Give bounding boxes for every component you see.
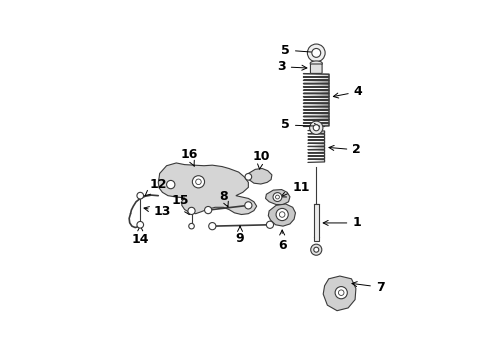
Circle shape (193, 176, 204, 188)
Circle shape (312, 49, 320, 57)
Circle shape (196, 179, 201, 185)
Circle shape (276, 208, 288, 221)
Text: 8: 8 (219, 190, 228, 207)
Text: 5: 5 (281, 44, 319, 57)
Circle shape (279, 212, 285, 217)
Circle shape (313, 125, 319, 131)
Circle shape (267, 221, 273, 228)
Circle shape (307, 44, 325, 62)
Circle shape (245, 174, 252, 180)
Circle shape (339, 290, 344, 296)
Circle shape (204, 207, 212, 214)
FancyBboxPatch shape (311, 64, 322, 73)
Text: 12: 12 (145, 178, 167, 196)
Circle shape (188, 207, 195, 215)
Text: 3: 3 (277, 60, 307, 73)
Polygon shape (269, 204, 295, 226)
Text: 9: 9 (236, 226, 245, 245)
Text: 4: 4 (333, 85, 363, 98)
Circle shape (310, 121, 323, 134)
Text: 7: 7 (352, 281, 385, 294)
Text: 15: 15 (172, 194, 190, 215)
Circle shape (167, 180, 175, 189)
Circle shape (137, 192, 144, 199)
Polygon shape (158, 163, 257, 215)
Text: 16: 16 (180, 148, 197, 166)
Text: 14: 14 (131, 226, 149, 246)
Circle shape (314, 247, 319, 252)
Text: 13: 13 (144, 205, 171, 218)
Circle shape (137, 221, 144, 228)
Circle shape (245, 202, 252, 209)
Text: 5: 5 (281, 118, 319, 131)
Ellipse shape (310, 61, 322, 66)
Text: 6: 6 (278, 230, 287, 252)
Polygon shape (266, 190, 290, 204)
Circle shape (311, 244, 322, 255)
Text: 2: 2 (329, 143, 361, 157)
Text: 10: 10 (252, 150, 270, 169)
Text: 1: 1 (323, 216, 361, 229)
Text: 11: 11 (281, 181, 310, 197)
Circle shape (335, 287, 347, 299)
Polygon shape (323, 276, 356, 311)
Circle shape (209, 222, 216, 230)
Circle shape (189, 223, 195, 229)
FancyBboxPatch shape (314, 204, 319, 242)
Circle shape (273, 193, 282, 202)
Circle shape (275, 195, 279, 199)
Polygon shape (248, 168, 272, 184)
